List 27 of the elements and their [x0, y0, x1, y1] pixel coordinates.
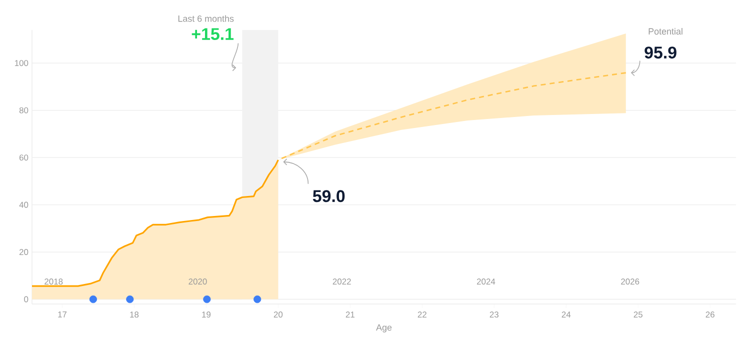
x2-tick-label: 2022 [332, 278, 351, 285]
x-axis-title: Age [376, 324, 392, 332]
y-tick-label: 0 [24, 296, 28, 302]
x2-tick-label: 2026 [621, 278, 640, 285]
annotation: +15.1 [192, 28, 234, 40]
y-tick-label: 40 [19, 202, 28, 208]
x-tick-label: 24 [562, 312, 571, 318]
y-tick-label: 80 [19, 107, 28, 114]
x-tick-label: 20 [274, 312, 283, 318]
y-tick-label: 100 [14, 60, 28, 66]
annotation: 59.0 [312, 190, 345, 202]
x-tick-label: 26 [706, 312, 714, 318]
x-tick-label: 22 [418, 312, 426, 318]
y-tick-label: 20 [19, 249, 28, 256]
x2-tick-label: 2018 [44, 278, 63, 285]
y-tick-label: 60 [20, 154, 28, 161]
annotation: 95.9 [644, 46, 676, 59]
x-tick-label: 19 [202, 312, 211, 318]
x-tick-label: 17 [58, 312, 67, 318]
x2-tick-label: 2024 [476, 278, 496, 285]
band-label: Last 6 months [178, 15, 234, 22]
x-tick-label: 18 [130, 312, 139, 318]
x-tick-label: 21 [346, 312, 354, 318]
x-tick-label: 25 [634, 312, 642, 318]
x2-tick-label: 2020 [188, 278, 207, 285]
annotation: Potential [648, 28, 682, 35]
x-tick-label: 23 [490, 312, 498, 318]
